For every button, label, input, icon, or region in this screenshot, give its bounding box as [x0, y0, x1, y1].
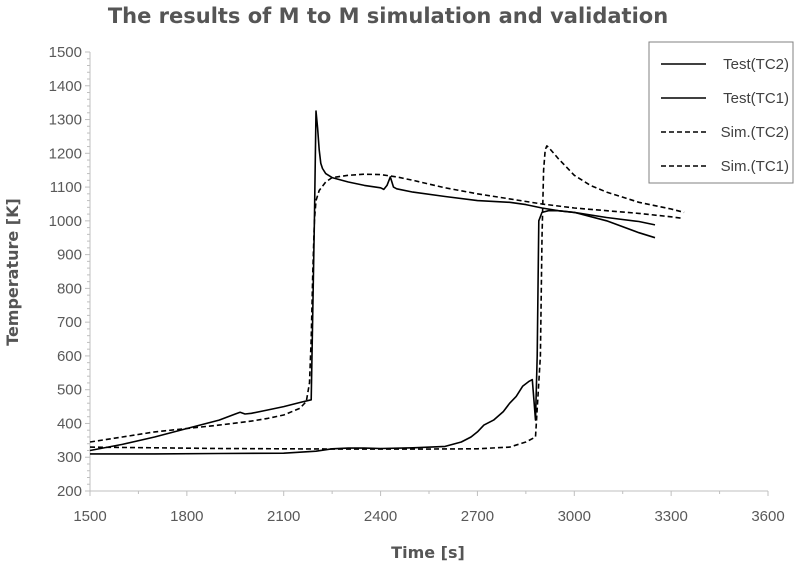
y-tick-label: 1400	[49, 78, 82, 95]
x-tick-label: 2700	[461, 508, 494, 525]
y-tick-label: 1100	[50, 179, 82, 196]
plot-area	[89, 110, 685, 455]
series-line-test-tc2	[90, 209, 656, 455]
y-tick-label: 400	[57, 415, 82, 432]
y-tick-label: 800	[57, 280, 82, 297]
x-tick-label: 3300	[654, 508, 687, 525]
y-tick-label: 900	[57, 247, 82, 264]
y-tick-labels: 200 300 400 500 600 700 800 900 1000 1100 1200 1300…	[49, 44, 82, 500]
y-tick-label: 1300	[49, 112, 82, 129]
x-tick-label: 3600	[751, 508, 784, 525]
x-axis-title: Time [s]	[391, 543, 465, 562]
y-tick-label: 200	[57, 483, 82, 500]
legend-label: Sim.(TC2)	[721, 124, 789, 141]
legend: Test(TC2) Test(TC1) Sim.(TC2) Sim.(TC1)	[648, 41, 794, 184]
y-tick-label: 700	[57, 314, 82, 331]
legend-label: Sim.(TC1)	[721, 158, 789, 175]
legend-items: Test(TC2) Test(TC1) Sim.(TC2) Sim.(TC1)	[661, 56, 789, 175]
y-tick-label: 600	[57, 348, 82, 365]
series-line-sim-tc1	[89, 173, 681, 443]
x-tick-label: 3000	[558, 508, 591, 525]
legend-label: Test(TC1)	[723, 90, 789, 107]
legend-label: Test(TC2)	[723, 56, 789, 73]
x-tick-label: 1800	[170, 508, 203, 525]
series-line-sim-tc2	[89, 145, 685, 450]
series-line-test-tc1	[89, 110, 656, 452]
y-axis-title: Temperature [K]	[3, 198, 22, 346]
x-tick-labels: 1500 1800 2100 2400 2700 3000 3300 3600	[73, 508, 784, 525]
x-tick-label: 2100	[267, 508, 300, 525]
y-tick-label: 1200	[49, 145, 82, 162]
x-tick-label: 2400	[364, 508, 397, 525]
axes	[85, 51, 769, 496]
y-tick-label: 300	[57, 449, 82, 466]
y-tick-label: 1500	[49, 44, 82, 61]
y-tick-label: 500	[57, 382, 82, 399]
chart-title: The results of M to M simulation and val…	[108, 4, 668, 28]
x-tick-label: 1500	[73, 508, 106, 525]
legend-box	[648, 41, 794, 184]
y-tick-label: 1000	[49, 213, 82, 230]
